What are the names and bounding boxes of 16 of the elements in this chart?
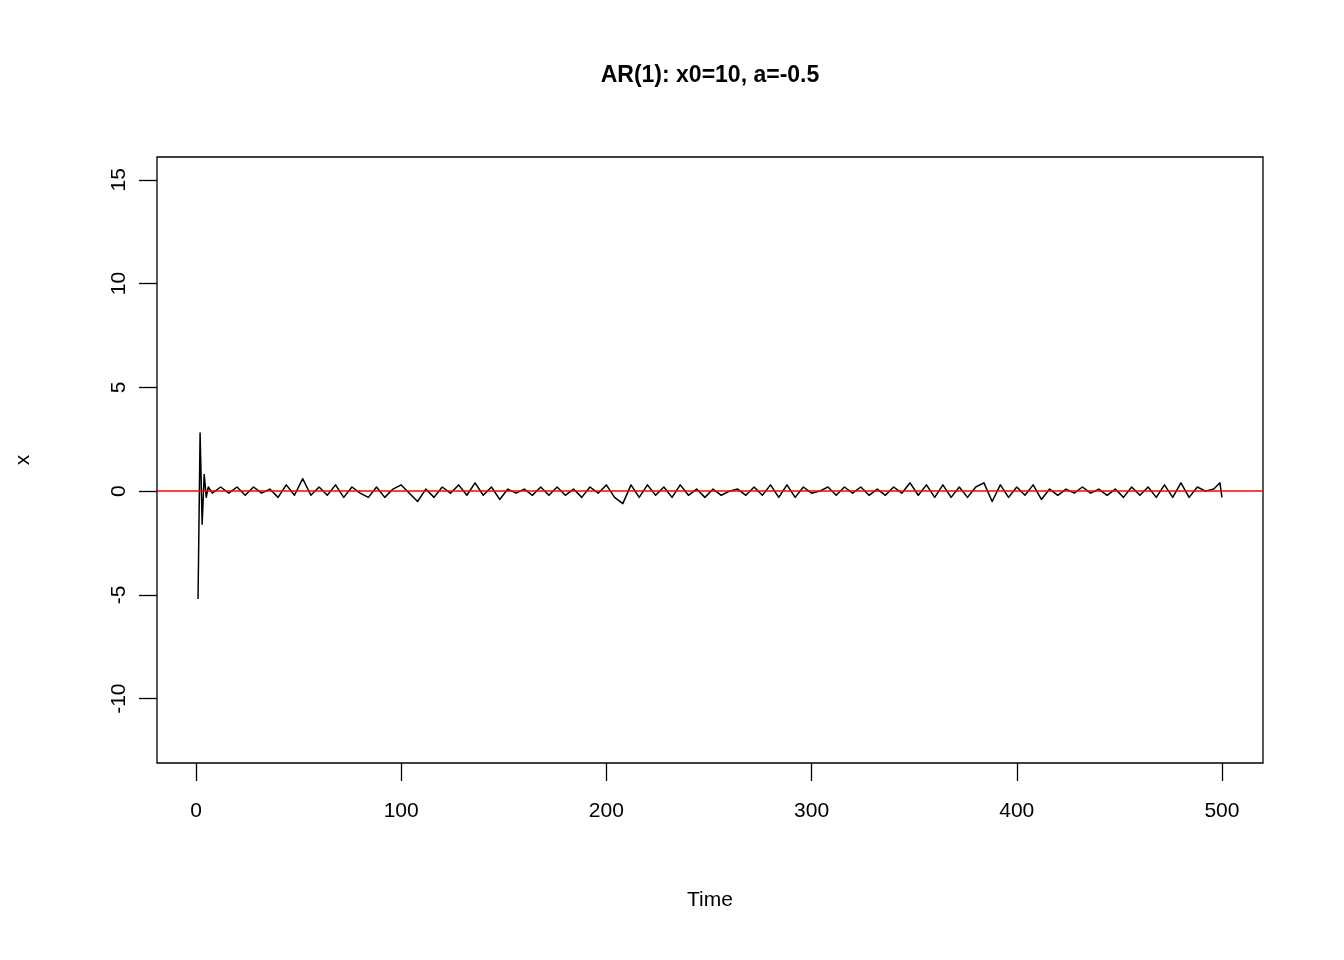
x-axis-title: Time — [687, 887, 733, 910]
y-tick-label: 0 — [105, 485, 129, 497]
x-tick-label: 500 — [1204, 798, 1240, 821]
x-tick-label: 400 — [999, 798, 1035, 821]
y-tick-label: 15 — [105, 168, 129, 192]
y-axis-title: x — [10, 454, 33, 466]
chart-title: AR(1): x0=10, a=-0.5 — [600, 60, 820, 87]
y-tick-label: 10 — [105, 271, 129, 296]
x-tick-label: 100 — [383, 798, 419, 821]
x-tick-label: 300 — [794, 798, 830, 821]
y-tick-label: -10 — [105, 683, 129, 714]
x-tick-label: 200 — [588, 798, 624, 821]
y-tick-label: 5 — [105, 381, 129, 394]
line-series — [197, 432, 1223, 600]
x-tick-label: 0 — [190, 798, 202, 821]
y-tick-label: -5 — [105, 585, 129, 605]
